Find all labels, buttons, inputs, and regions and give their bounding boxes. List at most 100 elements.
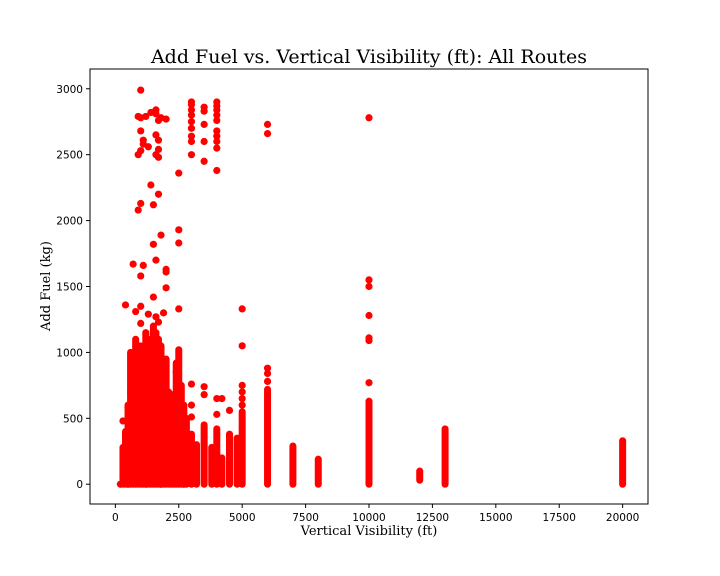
data-point (187, 132, 196, 140)
data-point (187, 124, 196, 132)
data-point (187, 118, 196, 126)
data-point (365, 379, 373, 387)
data-point (157, 231, 165, 239)
data-point (162, 284, 170, 292)
x-axis-label: Vertical Visibility (ft) (300, 524, 438, 539)
y-tick-label: 1000 (56, 347, 83, 359)
data-point (187, 151, 196, 159)
data-point (263, 377, 272, 386)
data-point (149, 240, 158, 248)
data-point (263, 364, 272, 372)
data-point (263, 369, 272, 378)
data-point (119, 417, 127, 425)
data-point (152, 470, 160, 478)
y-axis-label: Add Fuel (kg) (39, 241, 54, 332)
data-point (187, 137, 196, 146)
data-point (175, 169, 183, 177)
data-point (213, 116, 221, 125)
data-point (137, 272, 145, 280)
data-point (200, 157, 208, 165)
data-point (126, 388, 135, 396)
data-point (144, 423, 152, 432)
data-point (238, 342, 246, 350)
x-tick-label: 7500 (292, 512, 319, 524)
x-tick-label: 17500 (543, 512, 576, 524)
data-point (139, 435, 147, 444)
data-point (175, 239, 183, 247)
data-point (187, 106, 196, 114)
data-point (137, 319, 145, 328)
data-point (129, 260, 137, 268)
data-point (121, 301, 130, 309)
data-point (187, 380, 196, 388)
data-point (365, 114, 373, 122)
data-point (159, 438, 168, 446)
data-point (213, 132, 221, 140)
data-point (137, 199, 145, 208)
data-point (152, 256, 160, 264)
data-point (177, 406, 185, 415)
data-point (149, 446, 158, 454)
data-point (365, 276, 373, 284)
y-tick-label: 500 (63, 413, 83, 425)
data-point (137, 396, 145, 404)
data-point (144, 310, 152, 318)
data-point (162, 361, 170, 370)
data-point (213, 394, 221, 403)
data-point (175, 305, 183, 313)
y-tick-label: 3000 (56, 84, 83, 96)
data-point (365, 336, 373, 345)
data-point (162, 268, 170, 276)
y-axis: 0 500 1000 1500 2000 2500 3000 (56, 84, 90, 491)
data-point (142, 480, 150, 488)
data-point (142, 112, 150, 121)
data-point (365, 282, 373, 291)
x-tick-label: 15000 (479, 512, 512, 524)
y-tick-label: 0 (76, 479, 83, 491)
data-point (134, 412, 142, 420)
data-point (132, 375, 140, 383)
x-tick-label: 0 (112, 512, 119, 524)
data-point (218, 394, 226, 403)
data-point (238, 401, 246, 409)
data-point (119, 472, 127, 480)
data-point (137, 86, 145, 94)
data-point (180, 480, 188, 488)
data-point (170, 443, 178, 451)
data-point (238, 305, 246, 313)
x-tick-label: 10000 (352, 512, 385, 524)
data-point (132, 307, 140, 316)
data-point (165, 418, 173, 426)
data-point (159, 309, 168, 317)
x-tick-label: 20000 (606, 512, 639, 524)
data-point (121, 441, 130, 449)
data-point (154, 153, 163, 161)
data-point (124, 480, 132, 488)
data-point (213, 144, 221, 152)
data-point (238, 388, 246, 396)
data-point (238, 381, 246, 389)
data-point (182, 427, 190, 436)
data-point (154, 318, 163, 326)
data-point (213, 137, 221, 146)
data-point (147, 401, 155, 409)
data-point (187, 111, 196, 119)
data-point (187, 100, 196, 109)
data-point (154, 136, 163, 144)
data-point (162, 115, 170, 123)
data-point (144, 143, 152, 151)
data-point (238, 394, 246, 403)
data-point (137, 127, 145, 135)
data-point (200, 107, 208, 115)
data-point (157, 480, 165, 488)
data-point (213, 111, 221, 119)
data-point (172, 368, 180, 376)
data-point (134, 206, 142, 214)
data-point (200, 390, 208, 399)
data-point (152, 110, 160, 118)
y-tick-label: 2000 (56, 216, 83, 228)
data-point (187, 413, 196, 421)
data-point (213, 166, 221, 175)
data-point (142, 355, 150, 363)
data-point (134, 477, 142, 486)
